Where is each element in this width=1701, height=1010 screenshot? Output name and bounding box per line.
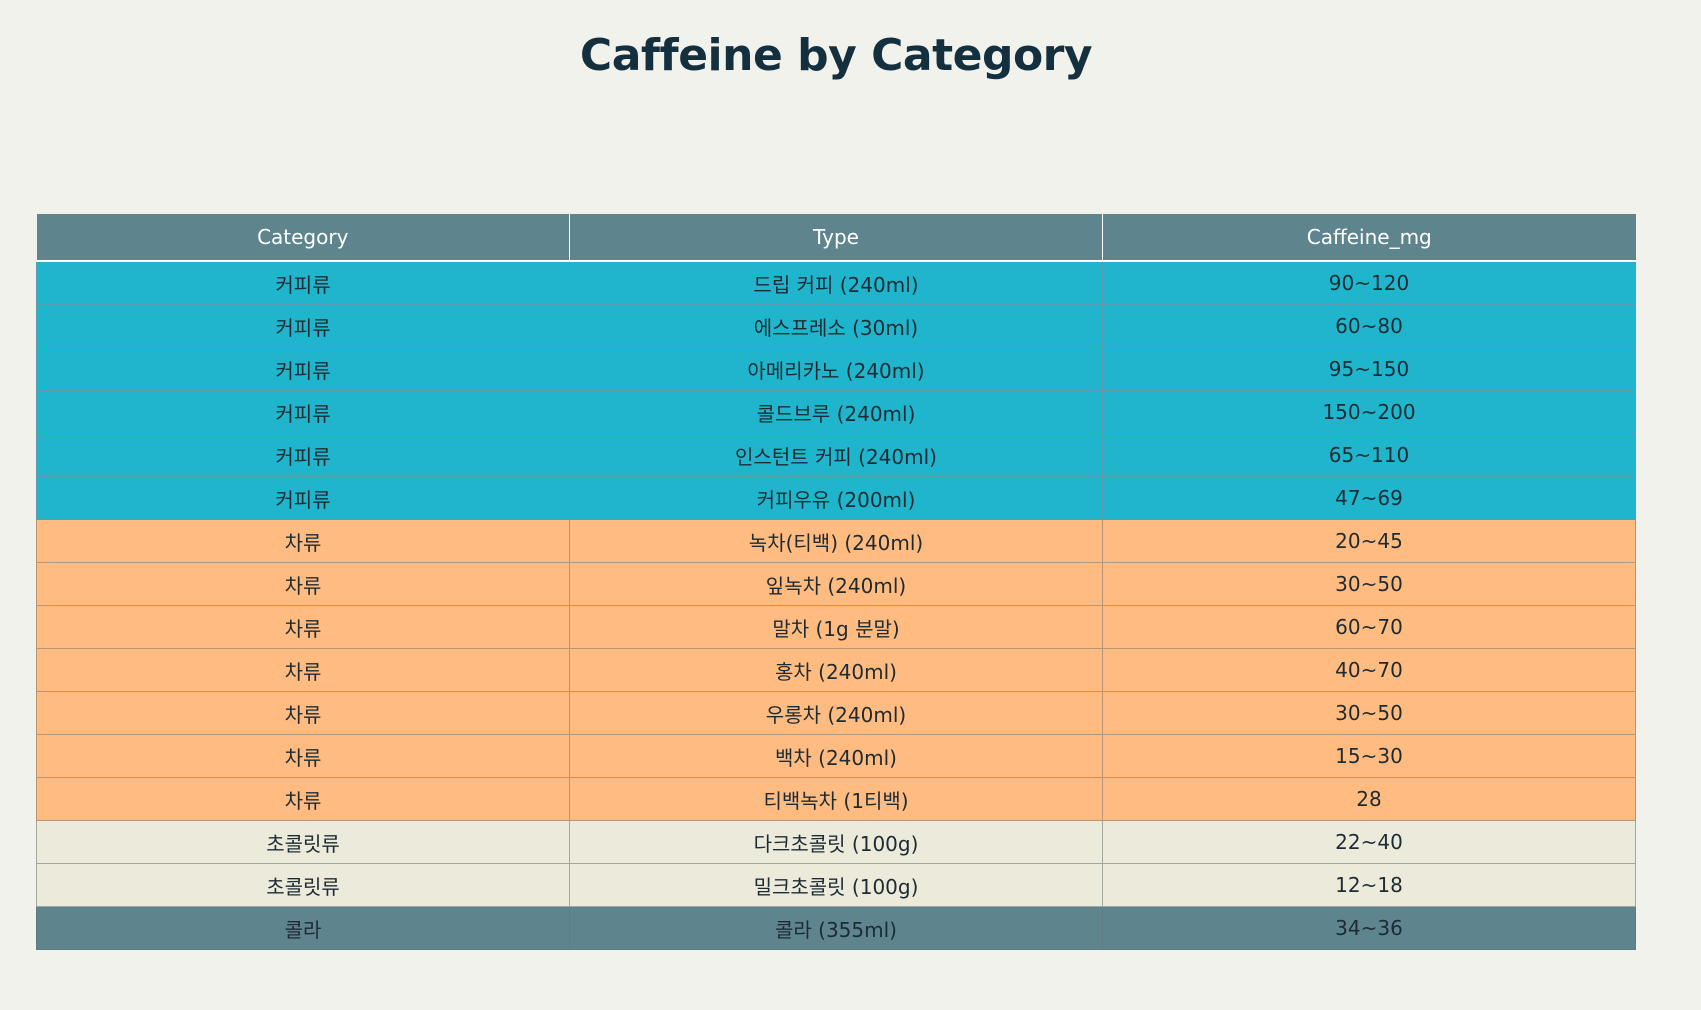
- chart-title: Caffeine by Category: [579, 30, 1093, 81]
- column-header-type: Type: [569, 214, 1103, 262]
- table-row: 초콜릿류 밀크초콜릿 (100g) 12~18: [36, 863, 1636, 907]
- caffeine-table-container: Category Type Caffeine_mg 커피류 드립 커피 (240m…: [36, 214, 1636, 950]
- cell-caffeine: 60~80: [1102, 304, 1636, 348]
- cell-type: 말차 (1g 분말): [569, 605, 1103, 649]
- cell-caffeine: 15~30: [1102, 734, 1636, 778]
- cell-type: 백차 (240ml): [569, 734, 1103, 778]
- cell-caffeine: 30~50: [1102, 691, 1636, 735]
- cell-caffeine: 20~45: [1102, 519, 1636, 563]
- table-row: 차류 우롱차 (240ml) 30~50: [36, 691, 1636, 735]
- cell-category: 차류: [36, 519, 570, 563]
- table-row: 초콜릿류 다크초콜릿 (100g) 22~40: [36, 820, 1636, 864]
- cell-type: 녹차(티백) (240ml): [569, 519, 1103, 563]
- cell-caffeine: 34~36: [1102, 906, 1636, 950]
- table-row: 커피류 드립 커피 (240ml) 90~120: [36, 260, 1636, 305]
- cell-type: 콜라 (355ml): [569, 906, 1103, 950]
- cell-caffeine: 22~40: [1102, 820, 1636, 864]
- table-row: 차류 백차 (240ml) 15~30: [36, 734, 1636, 778]
- cell-type: 밀크초콜릿 (100g): [569, 863, 1103, 907]
- cell-caffeine: 95~150: [1102, 347, 1636, 391]
- caffeine-table: Category Type Caffeine_mg 커피류 드립 커피 (240m…: [36, 214, 1636, 950]
- cell-category: 커피류: [36, 347, 570, 391]
- table-row: 커피류 인스턴트 커피 (240ml) 65~110: [36, 433, 1636, 477]
- cell-category: 차류: [36, 691, 570, 735]
- table-row: 콜라 콜라 (355ml) 34~36: [36, 906, 1636, 950]
- cell-type: 드립 커피 (240ml): [569, 260, 1103, 305]
- cell-type: 커피우유 (200ml): [569, 476, 1103, 520]
- table-row: 차류 티백녹차 (1티백) 28: [36, 777, 1636, 821]
- cell-caffeine: 47~69: [1102, 476, 1636, 520]
- cell-category: 커피류: [36, 304, 570, 348]
- table-row: 커피류 콜드브루 (240ml) 150~200: [36, 390, 1636, 434]
- table-header-row: Category Type Caffeine_mg: [36, 214, 1636, 262]
- cell-category: 커피류: [36, 433, 570, 477]
- cell-type: 인스턴트 커피 (240ml): [569, 433, 1103, 477]
- cell-category: 콜라: [36, 906, 570, 950]
- cell-category: 차류: [36, 777, 570, 821]
- column-header-caffeine: Caffeine_mg: [1102, 214, 1636, 262]
- table-row: 차류 잎녹차 (240ml) 30~50: [36, 562, 1636, 606]
- cell-type: 티백녹차 (1티백): [569, 777, 1103, 821]
- cell-type: 잎녹차 (240ml): [569, 562, 1103, 606]
- cell-category: 차류: [36, 648, 570, 692]
- cell-category: 차류: [36, 605, 570, 649]
- table-row: 차류 녹차(티백) (240ml) 20~45: [36, 519, 1636, 563]
- table-row: 커피류 에스프레소 (30ml) 60~80: [36, 304, 1636, 348]
- cell-caffeine: 40~70: [1102, 648, 1636, 692]
- cell-type: 우롱차 (240ml): [569, 691, 1103, 735]
- cell-caffeine: 65~110: [1102, 433, 1636, 477]
- cell-type: 홍차 (240ml): [569, 648, 1103, 692]
- cell-category: 초콜릿류: [36, 863, 570, 907]
- cell-type: 다크초콜릿 (100g): [569, 820, 1103, 864]
- cell-caffeine: 150~200: [1102, 390, 1636, 434]
- cell-caffeine: 12~18: [1102, 863, 1636, 907]
- table-row: 커피류 아메리카노 (240ml) 95~150: [36, 347, 1636, 391]
- cell-type: 콜드브루 (240ml): [569, 390, 1103, 434]
- cell-category: 차류: [36, 562, 570, 606]
- cell-category: 커피류: [36, 260, 570, 305]
- cell-caffeine: 30~50: [1102, 562, 1636, 606]
- cell-caffeine: 28: [1102, 777, 1636, 821]
- column-header-category: Category: [36, 214, 570, 262]
- cell-category: 커피류: [36, 476, 570, 520]
- table-body: 커피류 드립 커피 (240ml) 90~120 커피류 에스프레소 (30ml) 60~…: [36, 260, 1636, 950]
- cell-category: 차류: [36, 734, 570, 778]
- cell-category: 초콜릿류: [36, 820, 570, 864]
- table-row: 차류 홍차 (240ml) 40~70: [36, 648, 1636, 692]
- cell-caffeine: 60~70: [1102, 605, 1636, 649]
- cell-category: 커피류: [36, 390, 570, 434]
- cell-caffeine: 90~120: [1102, 260, 1636, 305]
- table-row: 차류 말차 (1g 분말) 60~70: [36, 605, 1636, 649]
- cell-type: 에스프레소 (30ml): [569, 304, 1103, 348]
- cell-type: 아메리카노 (240ml): [569, 347, 1103, 391]
- table-row: 커피류 커피우유 (200ml) 47~69: [36, 476, 1636, 520]
